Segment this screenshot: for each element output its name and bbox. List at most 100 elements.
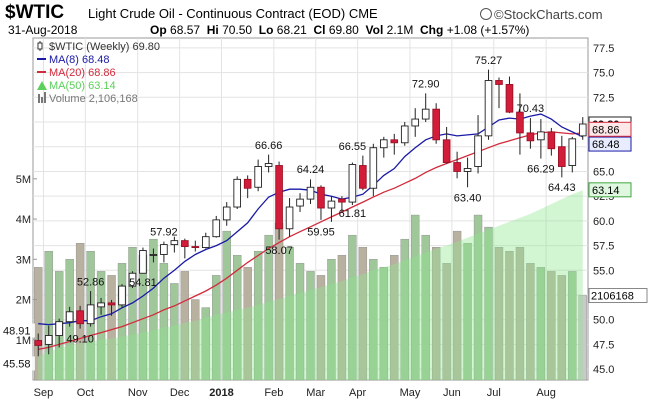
quote-high: 70.50 — [222, 23, 253, 37]
volume-bar — [233, 255, 242, 381]
candle-body — [86, 304, 95, 325]
price-annotation: 52.86 — [77, 276, 105, 288]
quote-open-label: Op — [150, 23, 167, 37]
price-tag-text: 68.48 — [592, 139, 620, 151]
volume-bar — [358, 247, 368, 381]
candle-body — [149, 254, 158, 256]
volume-tick-label: 3M — [16, 254, 31, 266]
quote-close: 69.80 — [328, 23, 359, 37]
candle-body — [222, 206, 231, 221]
x-tick-label: Sep — [34, 387, 54, 399]
annotation-backdrop — [1, 356, 35, 371]
candle-body — [306, 186, 315, 200]
candle-body — [254, 166, 262, 188]
volume-bar — [547, 271, 556, 381]
volume-tick-label: 2M — [16, 295, 31, 307]
bar-icon — [38, 94, 40, 103]
legend-entry: MA(20) 68.86 — [49, 67, 116, 79]
candle-body — [107, 302, 116, 306]
price-annotation: 59.95 — [307, 226, 335, 238]
y-tick-label: 65.0 — [593, 166, 614, 178]
quote-low-label: Lo — [258, 23, 274, 37]
candle-body — [34, 340, 43, 346]
volume-bar — [316, 275, 326, 381]
price-tag-ma50 — [588, 182, 632, 198]
candle-icon-body — [37, 42, 43, 50]
volume-bar — [44, 251, 53, 381]
volume-bar — [568, 271, 577, 381]
price-annotation: 66.66 — [255, 140, 283, 152]
candle-body — [400, 125, 409, 144]
stockcharts-logo[interactable]: ©StockCharts.com — [480, 7, 603, 22]
price-annotation: 58.07 — [265, 245, 293, 257]
chart-header: $WTIC Light Crude Oil - Continuous Contr… — [0, 0, 648, 40]
chart-date: 31-Aug-2018 — [8, 23, 78, 37]
volume-bar — [442, 263, 451, 381]
legend-entry: Volume 2,106,168 — [49, 93, 138, 105]
volume-bar — [557, 275, 566, 381]
candle-body — [411, 118, 420, 127]
volume-bar — [107, 275, 116, 381]
volume-bar — [170, 283, 179, 381]
globe-icon — [480, 8, 492, 20]
candle-body — [547, 131, 556, 150]
price-tag-ma8 — [588, 136, 632, 152]
volume-tag — [588, 288, 648, 304]
candle-body — [97, 302, 105, 308]
volume-bar — [431, 247, 441, 381]
quote-open: 68.57 — [170, 23, 201, 37]
volume-bar — [400, 238, 409, 381]
candle-body — [516, 111, 524, 134]
annotation-backdrop — [1, 323, 35, 338]
candle-body — [233, 178, 241, 208]
y-tick-label: 45.0 — [593, 364, 614, 376]
volume-bar — [327, 259, 336, 381]
x-tick-label: Nov — [128, 387, 148, 399]
y-tick-label: 60.0 — [593, 216, 614, 228]
price-annotation: 75.27 — [475, 55, 503, 67]
volume-bar — [128, 247, 137, 381]
candle-body — [160, 244, 168, 255]
price-annotation: 45.58 — [3, 358, 31, 370]
candle-body — [275, 165, 283, 230]
y-tick-label: 50.0 — [593, 315, 614, 327]
volume-tick-label: 1M — [16, 335, 31, 347]
quote-volume-label: Vol — [365, 23, 384, 37]
candle-body — [296, 198, 304, 207]
price-annotation: 49.10 — [66, 334, 94, 346]
x-tick-label: Aug — [536, 387, 556, 399]
candle-body — [348, 164, 357, 203]
exchange-label: CME — [348, 6, 378, 21]
candle-body — [463, 168, 472, 172]
volume-bar — [390, 255, 399, 381]
price-annotation: 63.40 — [454, 192, 482, 204]
volume-bar — [473, 214, 483, 381]
candle-body — [474, 135, 482, 167]
volume-bar — [379, 267, 388, 381]
candle-body — [568, 138, 577, 166]
volume-bar — [421, 234, 430, 381]
candle-body — [285, 206, 294, 230]
volume-bar — [96, 271, 106, 381]
candle-body — [191, 246, 200, 249]
legend-entry: $WTIC (Weekly) 69.80 — [49, 41, 160, 53]
volume-tag-text: 2106168 — [591, 291, 634, 303]
candle-body — [390, 139, 399, 144]
candle-body — [201, 236, 210, 248]
candle-body — [317, 186, 325, 209]
candle-body — [139, 250, 147, 274]
volume-bar — [201, 307, 210, 381]
volume-bar — [411, 214, 420, 381]
volume-bar — [484, 226, 493, 381]
quote-high-label: Hi — [206, 23, 219, 37]
candle-body — [44, 335, 53, 345]
candle-body — [243, 178, 252, 189]
volume-bar — [149, 238, 158, 381]
price-annotation: 61.81 — [339, 208, 367, 220]
x-tick-label: Feb — [264, 387, 283, 399]
candle-body — [537, 131, 545, 141]
price-tag-text: 63.14 — [592, 185, 620, 197]
volume-bar — [285, 247, 294, 381]
candle-body — [338, 198, 346, 203]
